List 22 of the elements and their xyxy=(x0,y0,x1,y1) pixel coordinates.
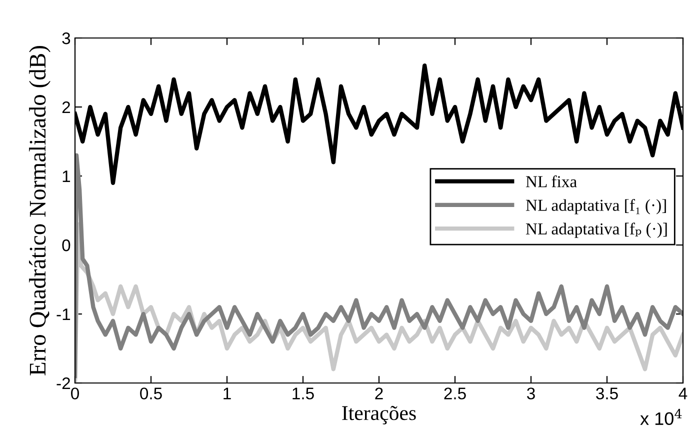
y-tick-label: 3 xyxy=(62,32,70,44)
x-tick-label: 4 xyxy=(678,388,688,400)
x-tick-label: 1 xyxy=(224,388,231,400)
x-tick-label: 2 xyxy=(375,388,383,400)
legend-label: NL adaptativa [fₚ (·)] xyxy=(526,222,667,238)
y-tick-label: -1 xyxy=(56,308,70,320)
x-tick-label: 2.5 xyxy=(444,388,466,400)
y-tick-label: -2 xyxy=(56,377,70,390)
legend-label: NL fixa xyxy=(526,175,577,188)
x-tick-label: 0 xyxy=(71,388,79,400)
y-tick-label: 2 xyxy=(62,101,70,114)
line-series xyxy=(75,153,683,378)
x-tick-label: 3 xyxy=(527,388,535,400)
y-tick-label: 0 xyxy=(62,239,70,252)
x-tick-label: 3.5 xyxy=(596,388,618,400)
legend-label: NL adaptativa [f₁ (·)] xyxy=(526,199,666,214)
text: x 10$^{4}$ xyxy=(640,408,682,426)
x-tick-label: 0.5 xyxy=(140,388,162,400)
x-axis-title: Iterações xyxy=(342,406,416,424)
x-tick-label: 1.5 xyxy=(292,388,314,400)
y-axis-title: Erro Quadrático Normalizado (dB) xyxy=(29,46,50,376)
y-tick-label: 1 xyxy=(62,170,70,182)
